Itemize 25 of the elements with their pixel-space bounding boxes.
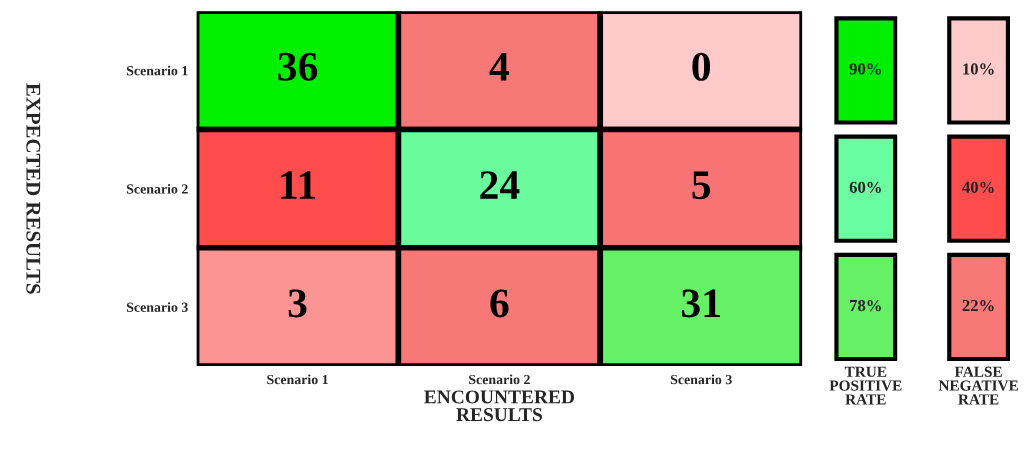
y-tick-label: Scenario 1 (126, 65, 188, 76)
x-tick-label: Scenario 2 (469, 374, 530, 385)
data-label: 6 (490, 289, 509, 318)
data-label: 24 (480, 171, 520, 199)
data-label: 3 (288, 289, 307, 318)
y-tick-label: Scenario 3 (126, 302, 188, 312)
data-label: 78% (850, 299, 881, 312)
data-label: 90% (849, 63, 881, 75)
x-axis-title: ENCOUNTERED RESULTS (424, 390, 575, 422)
data-label: 31 (681, 289, 720, 318)
data-label: 4 (489, 53, 510, 81)
data-label: 11 (281, 171, 316, 199)
data-label: 36 (278, 52, 318, 81)
x-tick-label: Scenario 3 (670, 374, 732, 385)
x-tick-label: Scenario 1 (267, 374, 328, 385)
data-label: 22% (962, 299, 994, 312)
data-label: 5 (692, 171, 711, 200)
data-label: 60% (849, 181, 881, 193)
y-axis-title: EXPECTED RESULTS (26, 83, 41, 294)
data-label: 40% (962, 181, 994, 193)
x-tick-label: TRUE POSITIVE RATE (829, 366, 902, 405)
data-label: 10% (963, 63, 994, 75)
y-tick-label: Scenario 2 (126, 183, 188, 194)
x-tick-label: FALSE NEGATIVE RATE (938, 366, 1018, 405)
data-label: 0 (692, 52, 711, 81)
